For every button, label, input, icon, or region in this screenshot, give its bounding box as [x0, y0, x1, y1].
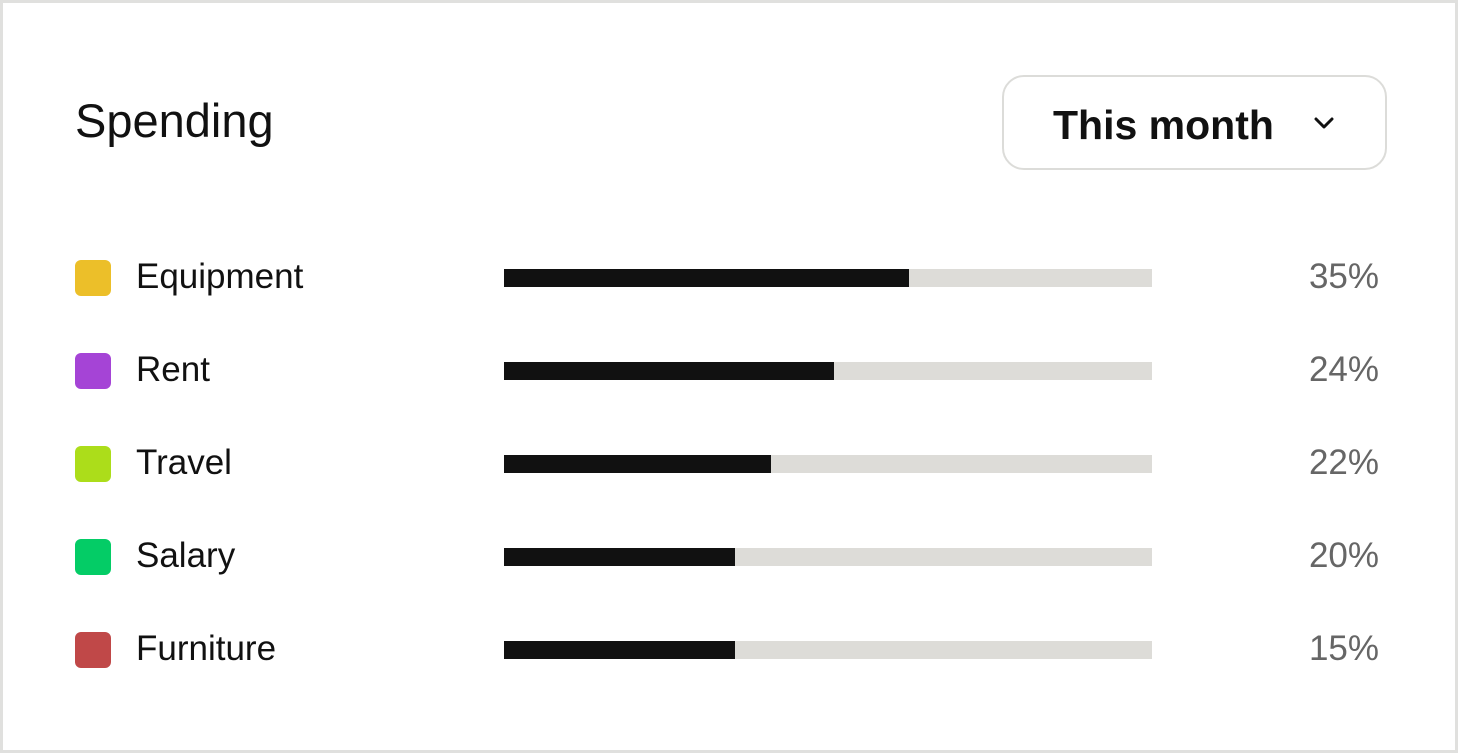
progress-fill	[504, 362, 835, 380]
percent-value: 24%	[1308, 350, 1379, 389]
period-dropdown-label: This month	[1053, 102, 1274, 148]
progress-track	[504, 641, 1152, 659]
category-row-furniture: Furniture 15%	[3, 620, 1458, 680]
color-swatch	[75, 446, 111, 482]
percent-value: 22%	[1308, 443, 1379, 482]
color-swatch	[75, 260, 111, 296]
progress-fill	[504, 548, 736, 566]
color-swatch	[75, 353, 111, 389]
category-row-travel: Travel 22%	[3, 434, 1458, 494]
category-label: Travel	[136, 443, 232, 482]
progress-fill	[504, 641, 736, 659]
color-swatch	[75, 632, 111, 668]
percent-value: 15%	[1308, 629, 1379, 668]
chevron-down-icon	[1314, 117, 1334, 129]
category-row-rent: Rent 24%	[3, 341, 1458, 401]
progress-track	[504, 362, 1152, 380]
category-label: Rent	[136, 350, 210, 389]
color-swatch	[75, 539, 111, 575]
category-row-salary: Salary 20%	[3, 527, 1458, 587]
progress-track	[504, 455, 1152, 473]
progress-fill	[504, 269, 909, 287]
category-label: Salary	[136, 536, 236, 575]
category-row-equipment: Equipment 35%	[3, 248, 1458, 308]
category-label: Equipment	[136, 257, 304, 296]
period-dropdown[interactable]: This month	[1002, 75, 1387, 170]
percent-value: 20%	[1308, 536, 1379, 575]
progress-track	[504, 269, 1152, 287]
progress-track	[504, 548, 1152, 566]
card-title: Spending	[75, 94, 274, 147]
category-label: Furniture	[136, 629, 277, 668]
progress-fill	[504, 455, 771, 473]
percent-value: 35%	[1308, 257, 1379, 296]
